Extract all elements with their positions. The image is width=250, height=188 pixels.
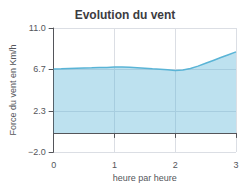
svg-text:11.0: 11.0 <box>29 23 46 33</box>
svg-text:2: 2 <box>173 160 178 170</box>
svg-text:−2.0: −2.0 <box>28 147 46 157</box>
svg-text:heure par heure: heure par heure <box>113 173 177 183</box>
svg-text:6.7: 6.7 <box>33 64 46 74</box>
svg-text:Evolution du vent: Evolution du vent <box>75 8 176 22</box>
svg-text:2.3: 2.3 <box>33 106 46 116</box>
svg-text:Force du vent en Km/h: Force du vent en Km/h <box>8 44 18 135</box>
svg-text:1: 1 <box>112 160 117 170</box>
svg-text:0: 0 <box>51 160 56 170</box>
svg-text:3: 3 <box>233 160 238 170</box>
